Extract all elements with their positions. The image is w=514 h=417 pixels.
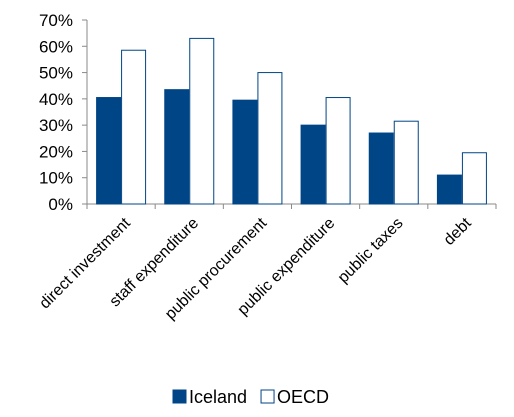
legend-label-oecd: OECD [277,387,329,407]
y-tick-label: 60% [39,37,73,56]
bar-oecd-5 [461,152,487,205]
y-tick-label: 0% [48,195,73,214]
bar-oecd-2 [257,72,283,205]
bar-oecd-4 [393,120,419,205]
bar-iceland-3 [300,124,326,205]
bar-iceland-1 [164,89,190,205]
bar-iceland-0 [96,97,122,205]
legend: Iceland OECD [172,387,329,407]
bar-iceland-2 [232,99,258,205]
y-tick-label: 30% [39,116,73,135]
legend-swatch-iceland [172,389,187,404]
bar-oecd-0 [121,49,147,205]
legend-label-iceland: Iceland [189,387,247,407]
y-tick-label: 50% [39,64,73,83]
y-tick-label: 20% [39,142,73,161]
bar-oecd-3 [325,97,351,205]
y-tick-label: 10% [39,169,73,188]
y-tick-label: 40% [39,90,73,109]
x-tick-label: debt [441,214,475,248]
bar-iceland-4 [368,132,394,205]
x-tick-label: public taxes [335,215,407,287]
bar-iceland-5 [436,174,462,205]
y-tick-label: 70% [39,11,73,30]
legend-swatch-oecd [260,389,275,404]
bar-oecd-1 [189,37,215,205]
